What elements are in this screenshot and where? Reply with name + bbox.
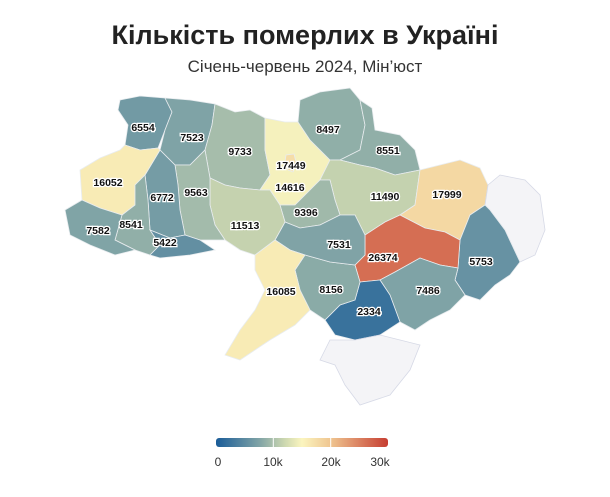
region-kyiv-city xyxy=(284,153,297,173)
region-value-label: 8541 xyxy=(119,219,143,231)
region-value-label: 9396 xyxy=(294,207,318,219)
region-value-label: 17449 xyxy=(276,160,305,172)
region-value-label: 16085 xyxy=(266,286,295,298)
region-value-label: 2334 xyxy=(357,306,381,318)
region-crimea xyxy=(319,334,421,406)
legend-tick: 30k xyxy=(370,455,390,469)
region-odesa xyxy=(224,239,311,361)
region-value-label: 6772 xyxy=(150,192,174,204)
region-value-label: 16052 xyxy=(93,177,122,189)
region-value-label: 5753 xyxy=(469,256,493,268)
region-value-label: 7523 xyxy=(180,132,204,144)
region-value-label: 26374 xyxy=(368,252,397,264)
region-value-label: 7531 xyxy=(327,239,351,251)
region-value-label: 6554 xyxy=(131,122,155,134)
color-legend: 0 10k 20k 30k xyxy=(215,437,391,469)
map-subtitle: Січень-червень 2024, Мін’юст xyxy=(187,57,423,76)
region-zakarpattia xyxy=(64,199,137,256)
region-value-label: 9733 xyxy=(228,146,252,158)
region-chernivtsi xyxy=(148,229,217,259)
region-value-label: 8156 xyxy=(319,284,343,296)
region-value-label: 17999 xyxy=(432,189,461,201)
region-value-label: 7486 xyxy=(416,285,440,297)
region-value-label: 9563 xyxy=(184,187,208,199)
region-value-label: 8551 xyxy=(376,145,400,157)
region-value-label: 5422 xyxy=(153,237,177,249)
legend-gradient-bar xyxy=(216,438,388,447)
legend-tick: 10k xyxy=(263,455,283,469)
legend-tick: 0 xyxy=(215,455,222,469)
region-value-label: 11490 xyxy=(371,191,400,203)
region-value-label: 8497 xyxy=(316,124,340,136)
legend-tick: 20k xyxy=(321,455,341,469)
region-value-label: 7582 xyxy=(86,225,110,237)
region-value-label: 11513 xyxy=(231,220,260,232)
map-title: Кількість померлих в Україні xyxy=(111,20,499,50)
region-value-label: 14616 xyxy=(275,182,304,194)
